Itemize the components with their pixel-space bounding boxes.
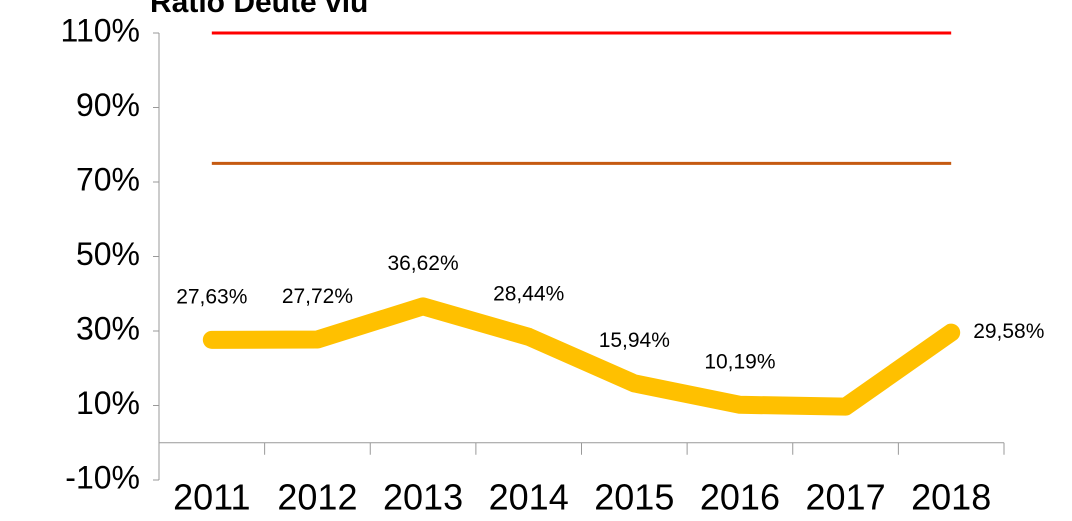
x-tick-label: 2014	[489, 477, 569, 518]
y-tick-label: 90%	[76, 87, 140, 123]
x-tick-label: 2011	[173, 477, 250, 518]
data-label: 27,72%	[282, 285, 353, 308]
data-label: 15,94%	[599, 329, 670, 352]
y-tick-label: 10%	[76, 385, 140, 421]
y-tick-label: 30%	[76, 310, 140, 346]
data-label: 36,62%	[387, 252, 458, 275]
chart-title: Ratio Deute viu	[150, 0, 368, 19]
line	[202, 297, 961, 416]
x-tick-label: 2017	[806, 477, 886, 518]
y-tick-label: -10%	[65, 459, 140, 495]
y-tick-label: 70%	[76, 161, 140, 197]
data-label: 29,58%	[973, 320, 1044, 343]
y-tick-label: 50%	[76, 236, 140, 272]
x-tick-label: 2018	[911, 477, 991, 518]
data-label: 27,63%	[176, 285, 247, 308]
x-tick-label: 2016	[700, 477, 780, 518]
y-tick-label: 110%	[61, 12, 140, 48]
data-label: 10,19%	[704, 350, 775, 373]
data-label: 28,44%	[493, 282, 564, 305]
x-tick-label: 2012	[277, 477, 357, 518]
x-tick-label: 2015	[594, 477, 674, 518]
x-tick-label: 2013	[383, 477, 463, 518]
